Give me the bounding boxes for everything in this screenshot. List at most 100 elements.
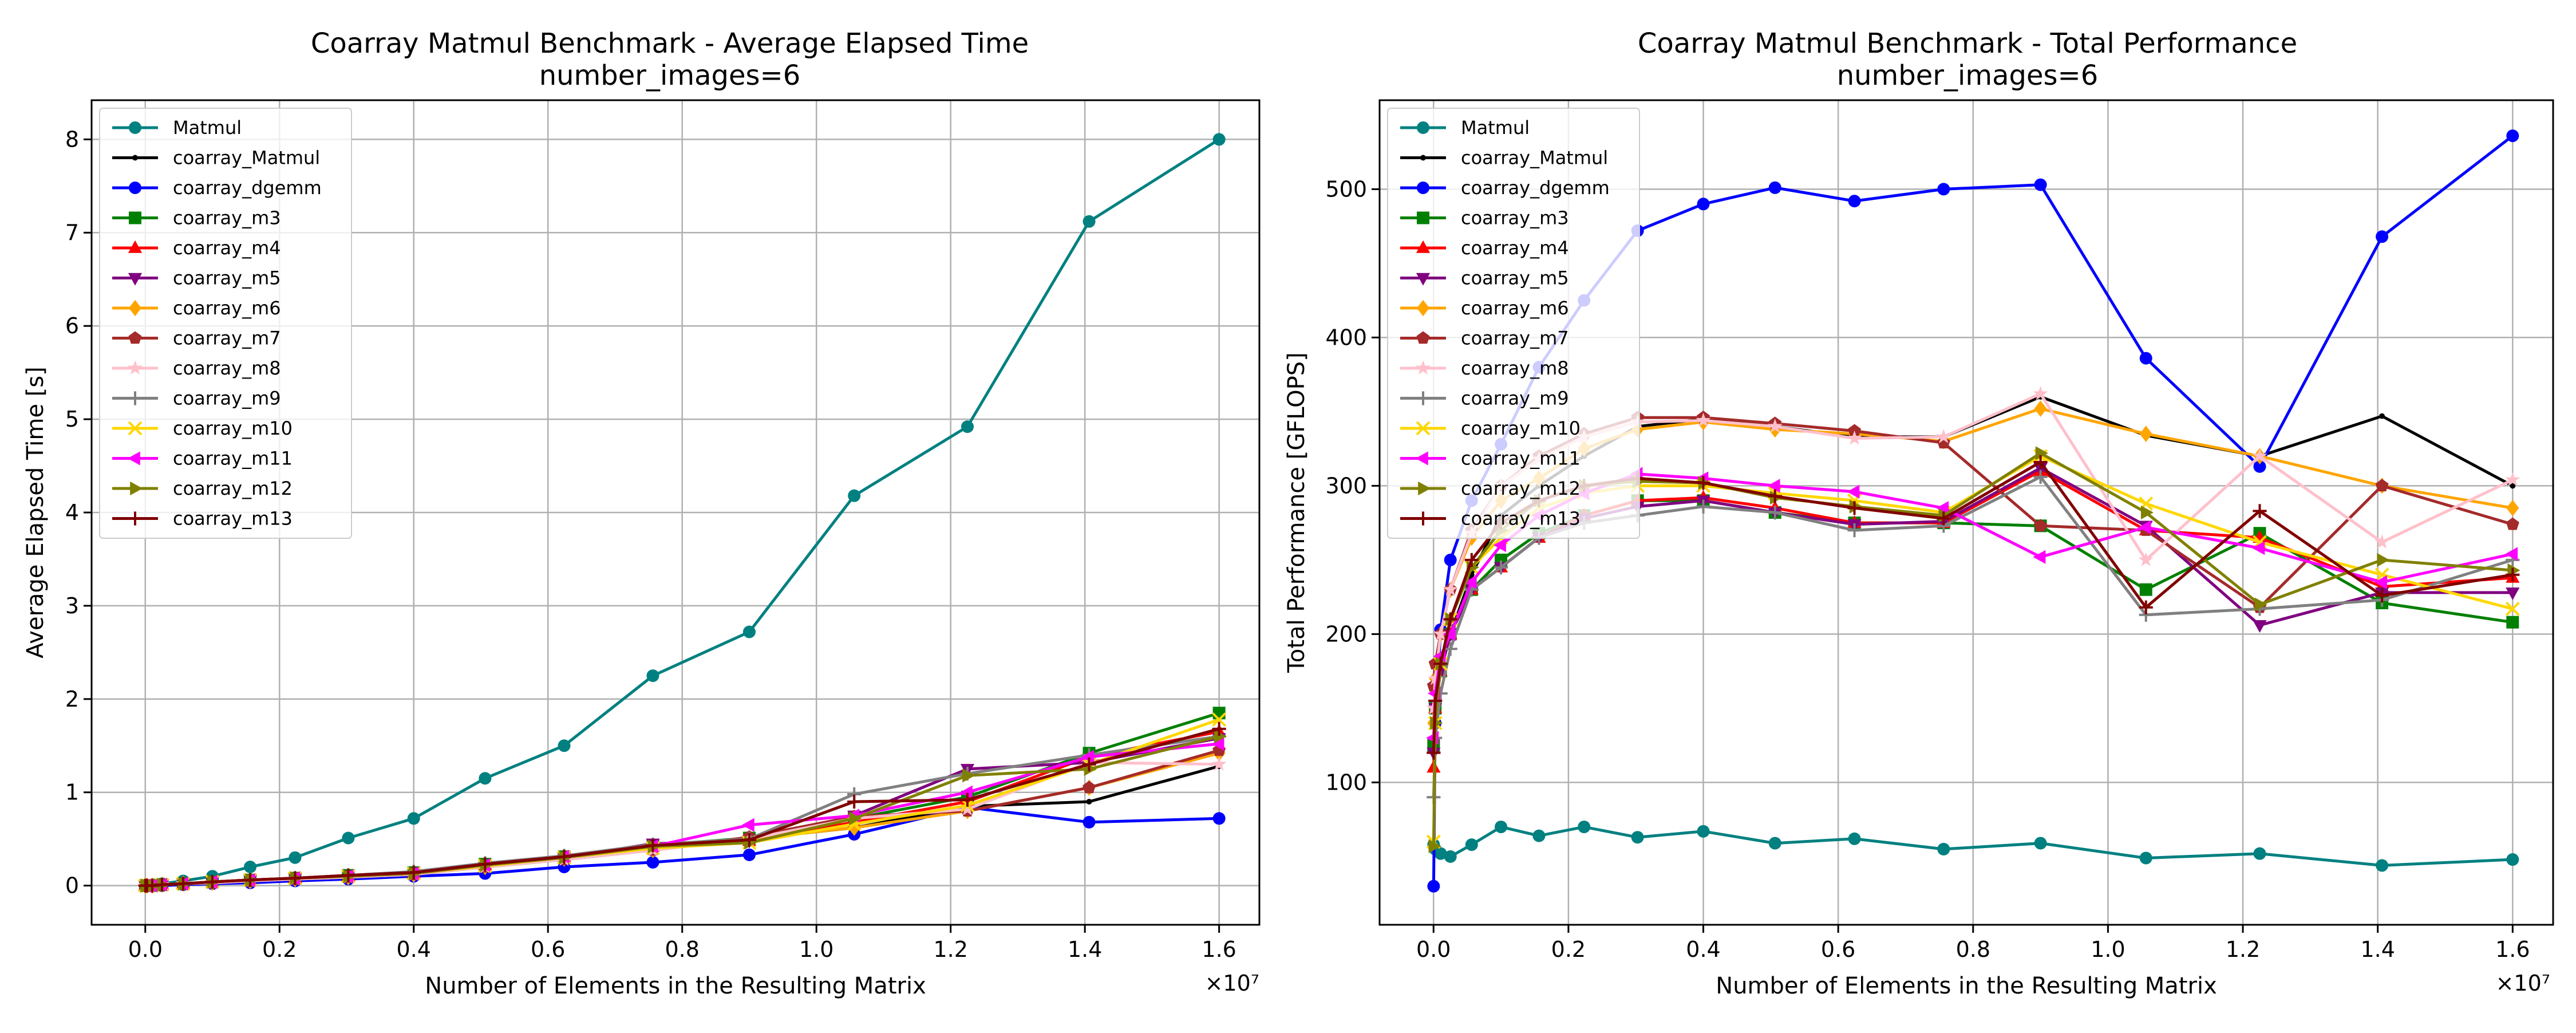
data-point xyxy=(1443,627,1456,641)
data-point xyxy=(2253,620,2267,633)
data-point xyxy=(1631,831,1644,844)
x-tick-label: 1.2 xyxy=(2226,937,2260,962)
legend-label: coarray_m7 xyxy=(1461,328,1569,349)
legend-entry: coarray_m10 xyxy=(1400,417,1581,439)
data-point xyxy=(1495,821,1508,834)
data-point xyxy=(962,768,975,783)
x-tick-label: 1.0 xyxy=(799,937,833,962)
data-point xyxy=(1696,476,1710,490)
y-tick-label: 300 xyxy=(1325,473,1367,498)
data-point xyxy=(2376,859,2389,872)
legend-marker xyxy=(1417,299,1429,317)
legend-label: Matmul xyxy=(173,117,242,139)
data-point xyxy=(205,874,220,889)
data-point xyxy=(2253,504,2267,518)
data-point xyxy=(176,877,191,891)
legend-label: coarray_m10 xyxy=(1461,417,1581,439)
y-tick-label: 7 xyxy=(65,220,79,245)
legend-box xyxy=(1387,108,1640,539)
legend-marker xyxy=(128,391,143,405)
y-tick-label: 2 xyxy=(65,687,79,712)
x-tick-label: 0.2 xyxy=(1551,937,1586,962)
data-point xyxy=(406,865,421,880)
data-point xyxy=(2138,552,2154,567)
data-point xyxy=(646,838,660,853)
legend-entry: coarray_m11 xyxy=(112,448,293,470)
data-point xyxy=(1936,429,1951,444)
legend-label: coarray_m11 xyxy=(1461,448,1581,470)
data-point xyxy=(479,772,492,785)
data-point xyxy=(1214,729,1227,744)
data-point xyxy=(1081,750,1095,764)
x-axis-label: Number of Elements in the Resulting Matr… xyxy=(1716,973,2217,999)
legend-label: coarray_m9 xyxy=(1461,388,1569,409)
data-point xyxy=(2506,499,2519,516)
y-tick-label: 500 xyxy=(1325,176,1367,202)
legend-marker xyxy=(128,273,143,286)
data-point xyxy=(1443,612,1457,626)
legend-label: coarray_m11 xyxy=(173,448,293,470)
legend-entry: Matmul xyxy=(1400,117,1530,139)
data-point xyxy=(1212,133,1226,146)
data-point xyxy=(2139,352,2152,365)
legend-entry: coarray_m7 xyxy=(112,328,281,349)
data-point xyxy=(289,851,302,864)
legend-marker xyxy=(127,451,140,466)
data-point xyxy=(2033,386,2048,400)
legend-marker xyxy=(1416,391,1431,405)
legend-entry: coarray_dgemm xyxy=(112,177,322,199)
chart-title: Coarray Matmul Benchmark - Total Perform… xyxy=(1638,27,2297,60)
data-point xyxy=(1212,721,1226,736)
data-point xyxy=(2034,519,2048,532)
legend-label: coarray_m12 xyxy=(173,478,293,499)
legend-label: coarray_m3 xyxy=(1461,207,1569,229)
data-point xyxy=(1427,746,1441,760)
legend: Matmul coarray_Matmul coarray_dgemmcoarray… xyxy=(99,108,352,539)
data-point xyxy=(742,625,756,638)
y-tick-label: 6 xyxy=(65,313,79,338)
data-point xyxy=(2506,616,2519,629)
data-point xyxy=(2506,588,2520,601)
data-point xyxy=(2374,534,2390,549)
data-point xyxy=(2374,575,2387,589)
legend-marker xyxy=(1415,360,1431,375)
chart-subtitle: number_images=6 xyxy=(1837,60,2099,92)
data-point xyxy=(1768,837,1781,850)
data-point xyxy=(1082,815,1096,829)
data-point xyxy=(959,785,973,799)
legend-marker xyxy=(129,211,141,224)
legend-entry: coarray_m6 xyxy=(112,297,281,319)
legend-label: coarray_m5 xyxy=(173,267,281,289)
data-point xyxy=(1433,626,1448,641)
legend-marker xyxy=(129,299,141,317)
data-point xyxy=(1848,424,1862,437)
x-tick-label: 1.6 xyxy=(2495,937,2530,962)
legend-label: coarray_m8 xyxy=(1461,357,1569,379)
series-coarray_m13 xyxy=(1427,455,2520,760)
data-point xyxy=(2138,520,2151,534)
data-point xyxy=(1082,215,1096,228)
series-line xyxy=(1432,475,2514,798)
x-tick-label: 0.6 xyxy=(531,937,565,962)
data-point xyxy=(2139,600,2153,614)
legend-label: coarray_m12 xyxy=(1461,478,1581,499)
legend-entry: coarray_m13 xyxy=(1400,508,1581,530)
legend-marker xyxy=(1417,211,1429,224)
legend-entry: coarray_Matmul xyxy=(112,147,320,169)
legend-entry: Matmul xyxy=(112,117,242,139)
data-point xyxy=(1936,501,1949,515)
data-point xyxy=(1697,198,1710,211)
y-tick-label: 1 xyxy=(65,780,79,805)
data-point xyxy=(2510,483,2516,489)
legend-label: coarray_m6 xyxy=(173,297,281,319)
data-point xyxy=(1847,501,1862,515)
data-point xyxy=(1532,829,1546,842)
x-axis-offset-label: ×10⁷ xyxy=(1205,971,1259,996)
data-point xyxy=(1849,499,1862,514)
data-point xyxy=(1847,430,1862,445)
data-point xyxy=(1578,821,1591,834)
legend-marker xyxy=(127,360,143,375)
data-point xyxy=(478,857,492,872)
data-point xyxy=(2375,479,2389,492)
data-point xyxy=(244,861,257,874)
